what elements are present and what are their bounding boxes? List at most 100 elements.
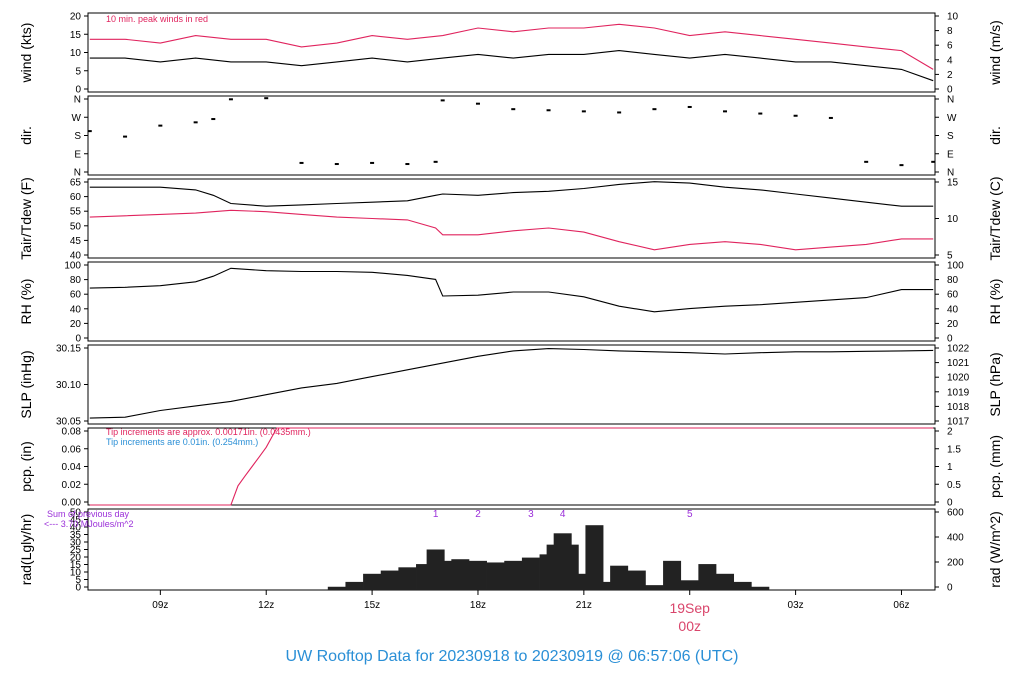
y-tick-label-right: 1.5 xyxy=(947,444,961,455)
y-tick-label-left: 60 xyxy=(70,192,82,203)
rad-bar xyxy=(716,573,735,590)
x-tick-label: 03z xyxy=(788,600,804,611)
y-axis-label-right-dir: dir. xyxy=(987,126,1003,145)
pcp-note: Tip increments are 0.01in. (0.254mm.) xyxy=(106,437,258,447)
y-axis-label-left-rh: RH (%) xyxy=(18,279,34,325)
y-tick-label-left: W xyxy=(72,113,82,124)
y-tick-label-left: 10 xyxy=(70,48,82,59)
y-tick-label-right: 0.5 xyxy=(947,480,961,491)
y-tick-label-right: 1022 xyxy=(947,344,970,355)
y-tick-label-left: 20 xyxy=(70,553,82,564)
rad-bar xyxy=(627,570,646,590)
rad-bar xyxy=(663,560,682,590)
y-axis-label-right-rh: RH (%) xyxy=(987,279,1003,325)
y-tick-label-left: 50 xyxy=(70,508,82,519)
dir-point xyxy=(87,130,92,133)
x-tick-label: 18z xyxy=(470,600,486,611)
x-tick-label: 06z xyxy=(893,600,909,611)
y-tick-label-right: N xyxy=(947,95,954,106)
y-tick-label-left: 35 xyxy=(70,530,82,541)
rad-bar xyxy=(433,560,452,590)
y-axis-label-left-rad: rad(Lgly/hr) xyxy=(18,514,34,586)
series-line-temp-1 xyxy=(89,209,934,251)
rad-bar xyxy=(345,581,364,590)
dir-point xyxy=(687,105,692,108)
rad-bar xyxy=(592,581,611,590)
dir-point xyxy=(931,160,936,163)
rad-bar xyxy=(585,525,604,590)
y-axis-label-right-temp: Tair/Tdew (C) xyxy=(987,176,1003,260)
dir-point xyxy=(334,163,339,166)
y-tick-label-left: 40 xyxy=(70,523,82,534)
y-tick-label-left: 100 xyxy=(64,261,81,272)
x-tick-label: 15z xyxy=(364,600,380,611)
y-tick-label-right: 1019 xyxy=(947,387,970,398)
rad-bar xyxy=(398,567,417,590)
y-tick-label-left: 40 xyxy=(70,304,82,315)
y-tick-label-right: 2 xyxy=(947,70,953,81)
dir-point xyxy=(193,121,198,124)
y-tick-label-right: 4 xyxy=(947,55,953,66)
y-tick-label-left: 55 xyxy=(70,207,82,218)
y-tick-label-right: 6 xyxy=(947,41,953,52)
x-tick-label: 21z xyxy=(576,600,592,611)
rad-annotation: Sum of previous day xyxy=(47,509,130,519)
y-tick-label-left: 30.10 xyxy=(56,380,81,391)
y-tick-label-right: 10 xyxy=(947,214,959,225)
y-tick-label-right: N xyxy=(947,168,954,179)
y-tick-label-left: 30.15 xyxy=(56,344,81,355)
y-tick-label-left: 25 xyxy=(70,545,82,556)
series-line-wind-1 xyxy=(89,23,934,70)
panel-frame-temp xyxy=(87,178,936,259)
rad-bar xyxy=(380,570,399,590)
y-tick-label-right: 0 xyxy=(947,583,953,594)
y-tick-label-left: 0.04 xyxy=(62,462,82,473)
y-tick-label-left: 15 xyxy=(70,560,82,571)
dir-point xyxy=(211,118,216,121)
y-axis-label-left-dir: dir. xyxy=(18,126,34,145)
y-tick-label-left: 45 xyxy=(70,515,82,526)
dir-point xyxy=(546,109,551,112)
y-axis-label-left-slp: SLP (inHg) xyxy=(18,350,34,418)
y-tick-label-right: E xyxy=(947,149,954,160)
y-tick-label-right: 0 xyxy=(947,85,953,96)
dir-point xyxy=(723,110,728,113)
y-tick-label-right: 8 xyxy=(947,26,953,37)
rad-bar xyxy=(327,586,346,590)
y-tick-label-left: 20 xyxy=(70,319,82,330)
dir-point xyxy=(299,161,304,164)
rad-annotation: <--- 3.70 MJoules/m^2 xyxy=(44,519,134,529)
y-tick-label-left: 0 xyxy=(75,85,81,96)
x-tick-label: 12z xyxy=(258,600,274,611)
y-tick-label-right: 0 xyxy=(947,334,953,345)
panel-frame-dir xyxy=(87,95,936,176)
y-tick-label-right: 5 xyxy=(947,251,953,262)
rad-bar xyxy=(751,586,770,590)
y-tick-label-right: 15 xyxy=(947,178,959,189)
y-tick-label-left: 0 xyxy=(75,334,81,345)
y-axis-label-right-wind: wind (m/s) xyxy=(987,20,1003,86)
rad-marker-label: 5 xyxy=(687,509,693,520)
rad-bar xyxy=(363,573,382,590)
y-tick-label-right: 1020 xyxy=(947,373,970,384)
rad-bar xyxy=(504,560,523,590)
rad-marker-label: 1 xyxy=(433,509,439,520)
x-date-label: 19Sep xyxy=(669,600,710,616)
y-tick-label-left: 0.06 xyxy=(62,444,82,455)
y-tick-label-left: 0.00 xyxy=(62,498,82,509)
y-tick-label-right: 1021 xyxy=(947,358,970,369)
y-tick-label-right: 1 xyxy=(947,462,953,473)
dir-point xyxy=(475,102,480,105)
y-tick-label-left: S xyxy=(74,131,81,142)
series-line-rh-0 xyxy=(89,267,934,313)
panel-frame-wind xyxy=(87,12,936,93)
dir-point xyxy=(370,161,375,164)
y-axis-label-left-wind: wind (kts) xyxy=(18,23,34,84)
y-tick-label-left: 30 xyxy=(70,538,82,549)
dir-point xyxy=(433,160,438,163)
series-line-slp-0 xyxy=(89,348,934,419)
dir-point xyxy=(264,97,269,100)
dir-point xyxy=(617,111,622,114)
y-tick-label-left: 0.02 xyxy=(62,480,82,491)
rad-bar xyxy=(521,557,540,590)
